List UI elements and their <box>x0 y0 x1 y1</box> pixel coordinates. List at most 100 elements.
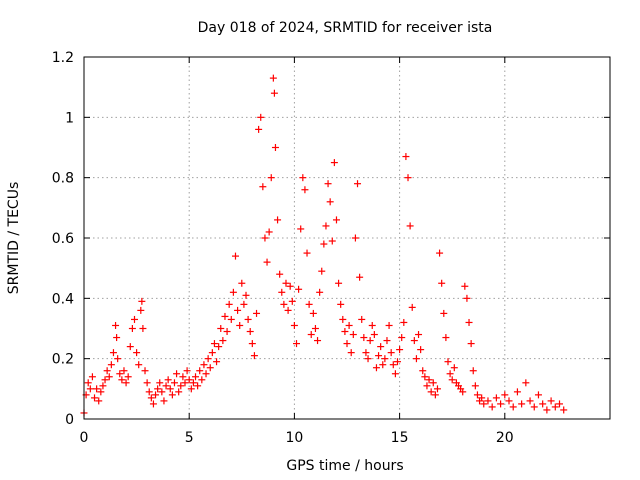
data-point <box>270 89 278 97</box>
data-point <box>112 321 120 329</box>
data-point <box>362 349 370 357</box>
data-point <box>219 337 227 345</box>
data-point <box>234 306 242 314</box>
data-point <box>539 400 547 408</box>
data-point <box>141 367 149 375</box>
data-point <box>290 321 298 329</box>
data-point <box>551 403 559 411</box>
data-point <box>225 300 233 308</box>
data-point <box>242 291 250 299</box>
y-tick-label: 1.2 <box>52 50 74 66</box>
data-point <box>166 385 174 393</box>
data-point <box>360 334 368 342</box>
x-tick-label: 10 <box>285 430 303 446</box>
data-point <box>208 349 216 357</box>
y-tick-label: 0.2 <box>52 352 74 368</box>
data-point <box>147 394 155 402</box>
data-point <box>332 216 340 224</box>
data-point <box>105 373 113 381</box>
data-point <box>354 180 362 188</box>
data-point <box>478 394 486 402</box>
data-point <box>189 379 197 387</box>
data-point <box>488 403 496 411</box>
data-point <box>383 337 391 345</box>
data-point <box>158 388 166 396</box>
data-point <box>318 267 326 275</box>
data-point <box>288 297 296 305</box>
data-point <box>97 388 105 396</box>
data-point <box>316 288 324 296</box>
data-point <box>286 282 294 290</box>
data-point <box>183 367 191 375</box>
data-point <box>160 397 168 405</box>
data-point <box>196 367 204 375</box>
data-point <box>173 370 181 378</box>
data-point <box>341 328 349 336</box>
data-point <box>448 376 456 384</box>
data-point <box>138 297 146 305</box>
data-point <box>202 370 210 378</box>
data-point <box>299 174 307 182</box>
data-point <box>187 385 195 393</box>
chart-title: Day 018 of 2024, SRMTID for receiver ist… <box>198 20 493 36</box>
data-point <box>130 315 138 323</box>
data-point <box>356 273 364 281</box>
data-point <box>436 249 444 257</box>
data-point <box>139 325 147 332</box>
data-point <box>526 397 534 405</box>
data-point <box>372 364 380 372</box>
data-point <box>381 355 389 363</box>
data-point <box>103 367 111 375</box>
data-point <box>248 340 256 348</box>
data-point <box>518 400 526 408</box>
data-point <box>450 364 458 372</box>
data-point <box>497 400 505 408</box>
data-point <box>534 391 542 399</box>
data-point <box>86 385 94 393</box>
data-point <box>162 382 170 390</box>
data-point <box>149 400 157 408</box>
data-point <box>444 358 452 366</box>
data-point <box>406 222 414 230</box>
data-point <box>156 379 164 387</box>
data-point <box>417 346 425 354</box>
data-point <box>303 249 311 257</box>
data-point <box>118 376 126 384</box>
data-point <box>88 373 96 381</box>
data-point <box>492 394 500 402</box>
data-point <box>192 373 200 381</box>
data-point <box>198 376 206 384</box>
y-tick-label: 1 <box>65 110 74 126</box>
axis-ticks: 0 0.2 0.4 0.6 0.8 1 1.2 0 5 10 15 20 <box>52 50 610 446</box>
data-point <box>484 397 492 405</box>
data-point <box>107 361 115 369</box>
data-point <box>179 373 187 381</box>
data-series <box>80 74 568 417</box>
data-point <box>284 306 292 314</box>
data-point <box>217 325 225 332</box>
data-point <box>385 321 393 329</box>
data-point <box>402 153 410 161</box>
data-point <box>509 403 517 411</box>
data-point <box>257 113 265 121</box>
data-point <box>238 279 246 287</box>
data-point <box>295 285 303 293</box>
data-point <box>269 74 277 82</box>
data-point <box>231 252 239 260</box>
data-point <box>206 364 214 372</box>
data-point <box>93 385 101 393</box>
data-point <box>375 352 383 360</box>
data-point <box>114 355 122 363</box>
data-point <box>116 370 124 378</box>
data-point <box>255 125 263 133</box>
data-point <box>244 315 252 323</box>
data-point <box>293 340 301 348</box>
data-point <box>351 234 359 242</box>
x-axis-label: GPS time / hours <box>286 458 403 474</box>
data-point <box>311 325 319 332</box>
data-point <box>404 174 412 182</box>
data-point <box>379 361 387 369</box>
data-point <box>227 315 235 323</box>
data-point <box>253 309 261 317</box>
data-point <box>221 312 229 320</box>
